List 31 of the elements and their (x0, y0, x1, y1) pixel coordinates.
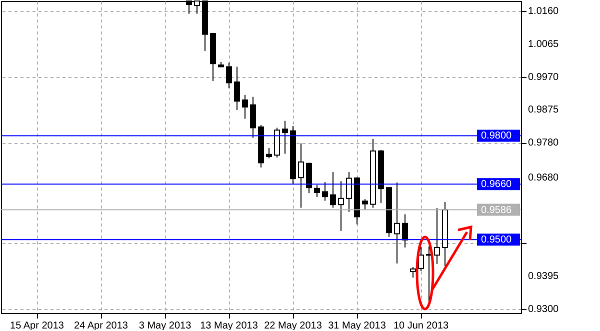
candlestick (226, 62, 232, 89)
candlestick (394, 182, 400, 264)
ref-line-label: 0.9800 (481, 130, 512, 142)
y-tick-label: 1.0065 (528, 38, 560, 50)
candlestick (314, 184, 320, 198)
candlestick (242, 94, 248, 120)
candlestick (402, 214, 408, 248)
ref-line-label: 0.9500 (481, 234, 512, 246)
y-tick-label: 0.9395 (528, 270, 560, 282)
candlestick (346, 172, 352, 212)
y-tick-label: 1.0160 (528, 6, 560, 18)
y-tick-label: 0.9680 (528, 172, 560, 184)
candlestick (362, 198, 368, 210)
y-tick-label: 0.9970 (528, 72, 560, 83)
candlestick (418, 246, 424, 272)
y-tick-label: 0.9875 (528, 104, 560, 116)
candlestick (250, 96, 256, 138)
candlestick (330, 172, 336, 208)
y-tick-label: 0.9300 (528, 304, 560, 315)
ref-line-label: 0.9660 (481, 179, 512, 190)
candlestick (266, 148, 272, 159)
candlestick (298, 142, 304, 208)
candlestick (338, 180, 344, 232)
candlestick (434, 208, 440, 264)
candlestick (282, 120, 288, 154)
candlestick (234, 66, 240, 111)
y-tick-label: 0.9780 (528, 138, 560, 149)
candlestick (410, 266, 416, 278)
candlestick (322, 182, 328, 202)
ref-line-label: 0.9586 (481, 204, 512, 216)
x-tick-label: 10 Jun 2013 (393, 320, 449, 331)
